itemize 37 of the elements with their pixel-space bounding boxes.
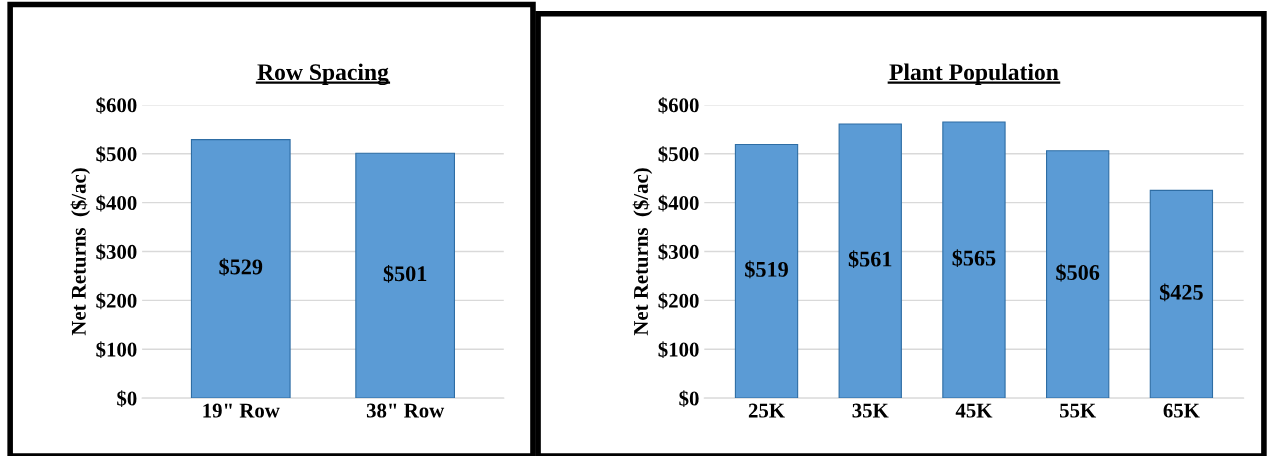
y-tick-label: $200: [96, 292, 137, 310]
data-label: $529: [219, 258, 263, 276]
x-tick-label: 38" Row: [366, 403, 445, 418]
y-tick-label: $600: [96, 97, 137, 114]
y-tick-label: $400: [96, 194, 137, 212]
y-tick-label: $300: [96, 243, 137, 261]
x-tick-label: 35K: [852, 403, 889, 418]
y-tick-label: $100: [658, 341, 699, 359]
y-axis-title: Net Returns ($/ac): [632, 168, 653, 336]
x-tick-label: 19" Row: [203, 403, 280, 418]
bar: [1149, 189, 1214, 399]
y-tick-label: $600: [658, 97, 699, 114]
y-tick-label: $0: [679, 390, 699, 407]
data-label: $519: [745, 260, 788, 279]
x-tick-label: 65K: [1163, 403, 1200, 418]
data-label: $425: [1159, 283, 1203, 302]
data-label: $565: [952, 249, 996, 268]
y-tick-label: $500: [658, 145, 699, 163]
bar: [942, 121, 1006, 399]
x-tick-label: 55K: [1059, 403, 1097, 418]
y-tick-label: $100: [96, 341, 137, 359]
x-tick-label: 45K: [955, 403, 993, 418]
data-label: $561: [848, 250, 892, 269]
data-label: $501: [383, 264, 427, 283]
y-tick-label: $400: [658, 194, 699, 212]
y-tick-label: $500: [96, 145, 137, 163]
chart-title: Row Spacing: [257, 63, 389, 86]
bar: [734, 143, 799, 399]
y-axis-title: Net Returns ($/ac): [70, 168, 91, 336]
bar: [1046, 150, 1110, 399]
y-tick-label: $0: [117, 390, 137, 407]
bar: [838, 123, 902, 399]
data-label: $506: [1056, 263, 1100, 282]
y-tick-label: $300: [658, 243, 699, 261]
y-tick-label: $200: [658, 292, 699, 310]
chart-title: Plant Population: [889, 63, 1059, 85]
x-tick-label: 25K: [748, 403, 785, 418]
